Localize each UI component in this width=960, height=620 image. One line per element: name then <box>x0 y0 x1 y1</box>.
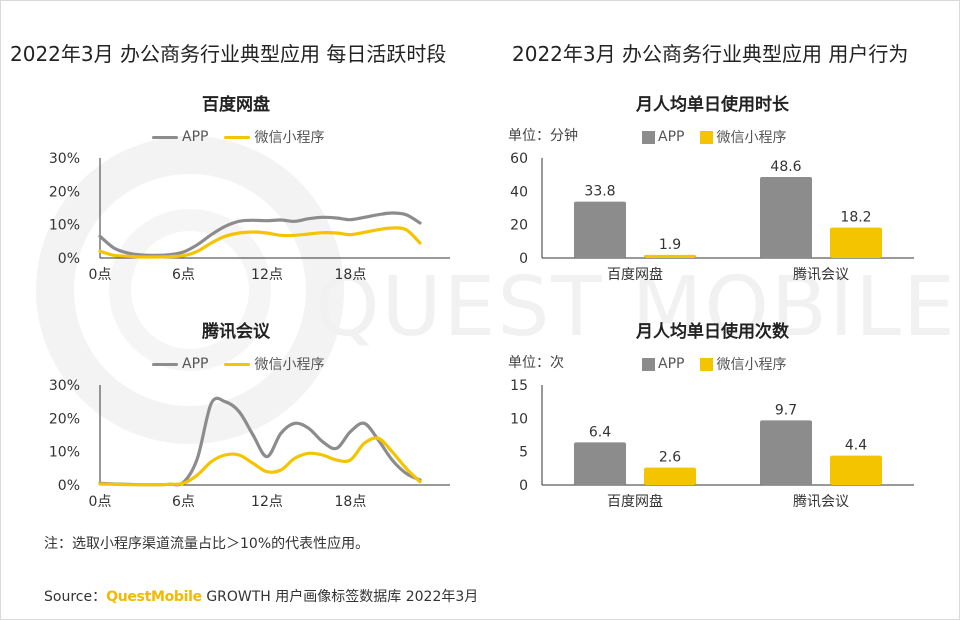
mini-legend-label: 微信小程序 <box>716 130 787 146</box>
x-tick-label: 18点 <box>335 494 367 510</box>
x-tick-label: 12点 <box>251 267 283 283</box>
duration-unit: 单位：分钟 <box>508 128 578 144</box>
y-tick-label: 30% <box>49 151 80 167</box>
bar-value-label: 1.9 <box>659 237 681 253</box>
app-bar <box>574 201 626 258</box>
app-bar <box>574 442 626 485</box>
y-tick-label: 40 <box>510 184 528 200</box>
app-series-line <box>98 211 422 257</box>
mini-legend-swatch <box>700 130 714 144</box>
y-tick-label: 10% <box>49 218 80 234</box>
app-series-line <box>98 396 422 487</box>
y-tick-label: 0% <box>58 478 80 494</box>
source-text: GROWTH 用户画像标签数据库 2022年3月 <box>206 589 479 605</box>
category-label: 腾讯会议 <box>793 266 849 283</box>
x-tick-label: 12点 <box>251 494 283 510</box>
category-label: 百度网盘 <box>607 266 663 283</box>
app-legend-label: APP <box>182 129 209 145</box>
count-bar-chart: 0 5 10 15 百度网盘 6.4 2.6 腾讯会议 9.7 4.4 <box>510 378 914 510</box>
source-prefix: Source： <box>44 589 107 605</box>
tencent-line-chart: 0% 10% 20% 30% 0点 6点 12点 18点 <box>49 378 450 510</box>
watermark-text: QUEST MOBILE <box>315 260 957 355</box>
bar-value-label: 2.6 <box>659 450 681 466</box>
y-tick-label: 10 <box>510 411 528 427</box>
count-bar-legend: APP 微信小程序 <box>642 354 786 374</box>
y-tick-label: 0 <box>519 478 528 494</box>
bar-value-label: 18.2 <box>840 210 871 226</box>
source-line: Source：QuestMobile GROWTH 用户画像标签数据库 2022… <box>44 586 478 606</box>
y-tick-label: 60 <box>510 151 528 167</box>
y-tick-label: 0% <box>58 251 80 267</box>
bar-value-label: 9.7 <box>775 402 797 418</box>
duration-bar-chart: 0 20 40 60 百度网盘 33.8 1.9 腾讯会议 48.6 18.2 <box>510 151 914 283</box>
mini-bar <box>830 455 882 485</box>
mini-series-line <box>98 226 422 259</box>
mini-legend-label: 微信小程序 <box>716 357 787 373</box>
y-tick-label: 10% <box>49 445 80 461</box>
source-brand: QuestMobile <box>106 589 202 605</box>
count-bar-title: 月人均单日使用次数 <box>636 322 789 342</box>
category-label: 百度网盘 <box>607 493 663 510</box>
y-tick-label: 20% <box>49 411 80 427</box>
y-tick-label: 20 <box>510 218 528 234</box>
tencent-line-title: 腾讯会议 <box>202 322 270 342</box>
y-tick-label: 5 <box>519 445 528 461</box>
x-tick-label: 18点 <box>335 267 367 283</box>
x-tick-label: 6点 <box>172 267 195 283</box>
bar-value-label: 4.4 <box>845 438 867 454</box>
bar-value-label: 33.8 <box>584 184 615 200</box>
mini-legend-label: 微信小程序 <box>254 130 325 146</box>
app-legend-line <box>152 135 178 139</box>
mini-legend-label: 微信小程序 <box>254 357 325 373</box>
x-tick-label: 0点 <box>89 494 112 510</box>
mini-bar <box>644 467 696 485</box>
y-tick-label: 30% <box>49 378 80 394</box>
category-label: 腾讯会议 <box>793 493 849 510</box>
mini-legend-line <box>224 135 251 139</box>
footnote: 注：选取小程序渠道流量占比＞10%的代表性应用。 <box>44 536 370 552</box>
app-bar <box>760 177 812 258</box>
baidu-line-legend: APP 微信小程序 <box>152 127 324 147</box>
tencent-line-legend: APP 微信小程序 <box>152 354 324 374</box>
app-legend-label: APP <box>182 356 209 372</box>
bar-value-label: 6.4 <box>589 424 611 440</box>
mini-series-line <box>98 436 422 487</box>
x-tick-label: 0点 <box>89 267 112 283</box>
baidu-line-title: 百度网盘 <box>202 95 270 115</box>
app-legend-label: APP <box>658 356 685 372</box>
app-legend-line <box>152 362 178 366</box>
app-legend-swatch <box>642 130 655 144</box>
mini-bar <box>830 227 882 258</box>
count-unit: 单位：次 <box>508 355 564 371</box>
y-tick-label: 0 <box>519 251 528 267</box>
app-legend-label: APP <box>658 129 685 145</box>
x-tick-label: 6点 <box>172 494 195 510</box>
duration-bar-title: 月人均单日使用时长 <box>636 95 789 115</box>
duration-bar-legend: APP 微信小程序 <box>642 127 786 147</box>
app-bar <box>760 420 812 485</box>
y-tick-label: 20% <box>49 184 80 200</box>
baidu-line-chart: 0% 10% 20% 30% 0点 6点 12点 18点 <box>49 151 450 283</box>
right-title: 2022年3月 办公商务行业典型应用 用户行为 <box>512 42 909 66</box>
left-title: 2022年3月 办公商务行业典型应用 每日活跃时段 <box>10 42 447 66</box>
y-tick-label: 15 <box>510 378 528 394</box>
mini-legend-line <box>224 362 251 366</box>
bar-value-label: 48.6 <box>770 159 801 175</box>
mini-legend-swatch <box>700 357 714 371</box>
mini-bar <box>644 254 696 258</box>
app-legend-swatch <box>642 357 655 371</box>
